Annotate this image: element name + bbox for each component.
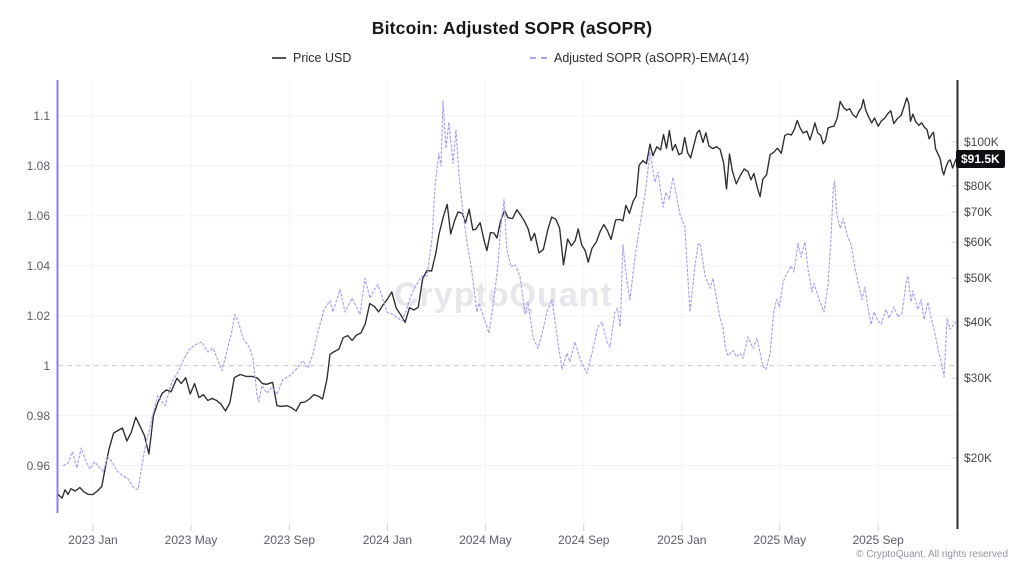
legend-label-asopr-ema: Adjusted SOPR (aSOPR)-EMA(14) — [554, 51, 750, 65]
legend-item-asopr-ema[interactable]: Adjusted SOPR (aSOPR)-EMA(14) — [530, 51, 749, 65]
date-tick-label: 2025 May — [753, 533, 807, 547]
date-tick-label: 2024 Sep — [558, 533, 610, 547]
asopr-ema-line — [63, 100, 956, 491]
price-tick-label: $20K — [964, 450, 993, 465]
price-tick-label: $80K — [964, 178, 993, 193]
page-title: Bitcoin: Adjusted SOPR (aSOPR) — [371, 18, 653, 38]
sopr-tick-label: 1.06 — [26, 208, 50, 223]
sopr-tick-label: 0.96 — [26, 458, 50, 473]
legend-label-price-usd: Price USD — [293, 51, 352, 65]
price-tick-label: $40K — [964, 314, 993, 329]
date-tick-label: 2025 Sep — [852, 533, 904, 547]
sopr-tick-label: 1 — [43, 358, 50, 373]
sopr-tick-label: 0.98 — [26, 408, 50, 423]
price-tick-label: $60K — [964, 235, 993, 250]
date-tick-label: 2023 Sep — [263, 533, 316, 547]
price-tick-label: $30K — [964, 371, 993, 386]
date-tick-label: 2025 Jan — [657, 533, 707, 547]
sopr-tick-label: 1.1 — [33, 109, 50, 123]
date-tick-label: 2023 May — [164, 533, 218, 547]
date-tick-label: 2024 Jan — [362, 533, 413, 547]
price-tick-label: $70K — [964, 205, 993, 220]
date-tick-label: 2023 Jan — [68, 533, 118, 547]
price-usd-line — [58, 97, 956, 499]
legend-item-price-usd[interactable]: Price USD — [272, 51, 351, 65]
cryptoquant-watermark: CryptoQuant — [394, 276, 613, 314]
asopr-line-swatch-icon — [530, 57, 547, 59]
sopr-tick-label: 1.08 — [26, 158, 50, 173]
sopr-tick-label: 1.04 — [26, 258, 50, 273]
price-tick-label: $50K — [964, 271, 993, 286]
price-line-swatch-icon — [272, 57, 286, 59]
last-price-badge: $91.5K — [956, 150, 1005, 169]
sopr-tick-label: 1.02 — [26, 308, 50, 323]
date-tick-label: 2024 May — [459, 533, 512, 547]
price-tick-label: $100K — [964, 135, 999, 149]
copyright-notice: © CryptoQuant. All rights reserved — [856, 549, 1008, 560]
